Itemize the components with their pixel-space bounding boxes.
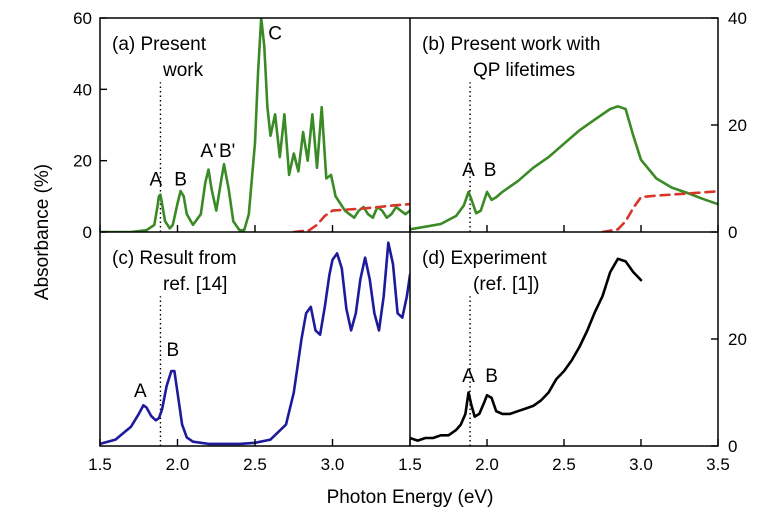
x-tick-label-right-1: 2.0 xyxy=(475,455,499,474)
y2-tick-label-d-0: 0 xyxy=(728,437,737,456)
y2-tick-label-b-1: 20 xyxy=(728,116,747,135)
series-line-a-1 xyxy=(292,202,410,232)
x-tick-label-left-1: 2.0 xyxy=(166,455,190,474)
peak-label-d-1: B xyxy=(485,366,498,387)
peak-label-a-4: C xyxy=(268,23,282,44)
peak-label-a-2: A' xyxy=(200,141,216,162)
y2-tick-label-b-0: 0 xyxy=(728,223,737,242)
series-line-c-0 xyxy=(100,241,410,446)
y-tick-label-a-2: 40 xyxy=(73,80,92,99)
panel-label-b-0: (b) Present work with xyxy=(422,34,600,55)
panel-d: (d) Experiment (ref. [1]) A B xyxy=(410,248,643,446)
panel-label-b-1: QP lifetimes xyxy=(473,60,575,81)
x-tick-label-left-0: 1.5 xyxy=(88,455,112,474)
y-tick-label-a-0: 0 xyxy=(83,223,92,242)
x-tick-label-right-3: 3.0 xyxy=(629,455,653,474)
x-tick-label-right-4: 3.5 xyxy=(706,455,730,474)
panel-label-a-0: (a) Present xyxy=(112,34,207,55)
series-line-d-0 xyxy=(410,257,643,442)
peak-label-b-1: B xyxy=(484,160,497,181)
panel-a: (a) Present work A B A' B' C xyxy=(100,18,410,232)
y-tick-label-a-3: 60 xyxy=(73,9,92,28)
x-tick-label-left-3: 3.0 xyxy=(321,455,345,474)
peak-label-b-0: A xyxy=(462,160,475,181)
x-tick-label-right-2: 2.5 xyxy=(552,455,576,474)
x-tick-label-right-0: 1.5 xyxy=(398,455,422,474)
panel-b: (b) Present work with QP lifetimes A B xyxy=(410,34,718,232)
peak-label-a-3: B' xyxy=(219,141,235,162)
panel-c: (c) Result from ref. [14] AB xyxy=(100,241,410,446)
y-tick-label-a-1: 20 xyxy=(73,152,92,171)
x-tick-label-left-2: 2.5 xyxy=(243,455,267,474)
peak-label-c-1: B xyxy=(167,340,180,361)
peak-label-a-1: B xyxy=(174,170,187,191)
peak-label-c-0: A xyxy=(134,381,147,402)
panel-label-c-0: (c) Result from xyxy=(112,248,237,269)
panel-label-d-1: (ref. [1]) xyxy=(473,274,540,295)
peak-label-a-0: A xyxy=(149,170,162,191)
series-line-b-0 xyxy=(410,105,718,231)
series-line-b-1 xyxy=(601,190,718,232)
panel-label-a-1: work xyxy=(162,60,204,81)
y-axis-label: Absorbance (%) xyxy=(32,164,53,300)
panel-label-d-0: (d) Experiment xyxy=(422,248,547,269)
panel-label-c-1: ref. [14] xyxy=(163,274,227,295)
peak-label-d-0: A xyxy=(462,366,475,387)
y2-tick-label-d-1: 20 xyxy=(728,330,747,349)
y2-tick-label-b-2: 40 xyxy=(728,9,747,28)
x-axis-label: Photon Energy (eV) xyxy=(327,487,494,508)
